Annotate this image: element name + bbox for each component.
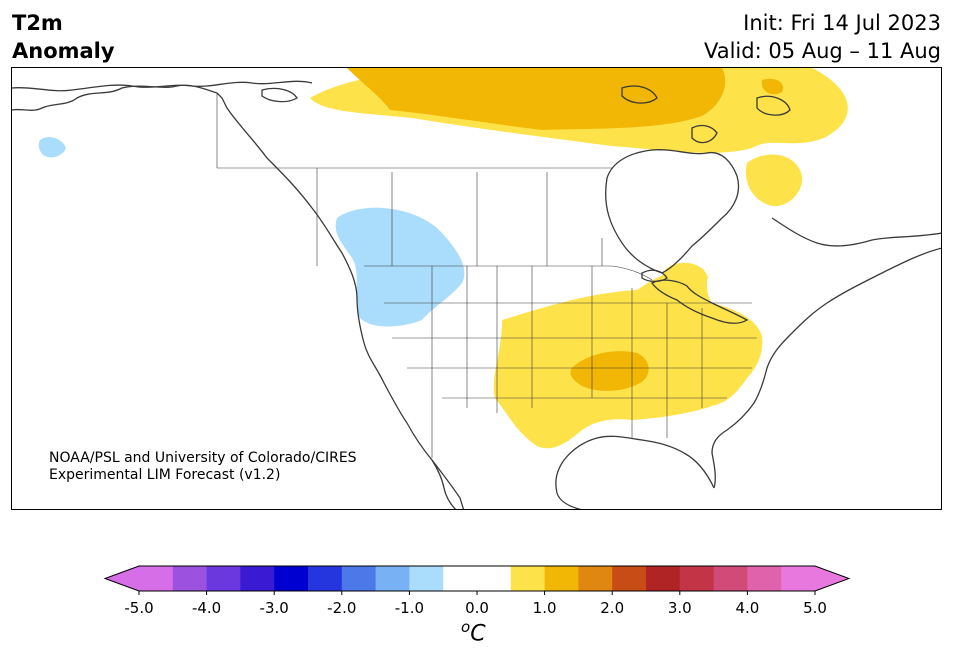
colorbar-extend-high bbox=[815, 566, 849, 591]
colorbar-extend-low bbox=[105, 566, 139, 591]
map-svg bbox=[12, 68, 941, 509]
colorbar-cell bbox=[477, 566, 512, 591]
anomaly-map bbox=[11, 67, 942, 510]
credit-line-2: Experimental LIM Forecast (v1.2) bbox=[49, 467, 281, 483]
baja-california bbox=[431, 459, 456, 509]
colorbar-tick-label: 4.0 bbox=[735, 599, 759, 617]
hudson-bay bbox=[605, 149, 740, 274]
gulf-coast bbox=[555, 435, 715, 509]
colorbar-cell bbox=[206, 566, 241, 591]
colorbar-cell bbox=[409, 566, 444, 591]
alaska-north bbox=[12, 80, 313, 92]
anomaly-arctic-small bbox=[761, 78, 784, 95]
credit-text: NOAA/PSL and University of Colorado/CIRE… bbox=[49, 450, 357, 484]
colorbar-cell bbox=[240, 566, 275, 591]
colorbar-cell bbox=[578, 566, 613, 591]
colorbar-tick-label: 5.0 bbox=[803, 599, 827, 617]
labrador-coast bbox=[771, 217, 941, 247]
arctic-island-2 bbox=[621, 85, 658, 104]
colorbar-cell bbox=[341, 566, 377, 591]
arctic-island-4 bbox=[261, 87, 298, 103]
coastlines-borders bbox=[12, 80, 941, 509]
colorbar-cell bbox=[172, 566, 208, 591]
title-line-1: T2m bbox=[12, 11, 63, 35]
colorbar-cell bbox=[510, 566, 546, 591]
colorbar-cell bbox=[544, 566, 579, 591]
pacific-coast bbox=[12, 84, 465, 509]
anomaly-quebec bbox=[745, 154, 803, 207]
title-line-2: Anomaly bbox=[12, 39, 115, 63]
colorbar-tick-label: -5.0 bbox=[124, 599, 153, 617]
colorbar-cell bbox=[781, 566, 816, 591]
init-date-label: Init: Fri 14 Jul 2023 bbox=[743, 11, 941, 35]
colorbar-cell bbox=[443, 566, 478, 591]
colorbar-cell bbox=[713, 566, 748, 591]
colorbar-tick-label: 3.0 bbox=[668, 599, 692, 617]
valid-period-label: Valid: 05 Aug – 11 Aug bbox=[703, 39, 941, 63]
arctic-island-1 bbox=[691, 124, 718, 144]
atlantic-coast bbox=[711, 247, 941, 489]
anomaly-arctic-archipelago bbox=[347, 68, 726, 130]
colorbar-cell bbox=[612, 566, 647, 591]
colorbar-cell bbox=[139, 566, 174, 591]
us-canada-border bbox=[364, 265, 653, 281]
anomaly-south-central-core bbox=[570, 351, 649, 391]
units-degree: o bbox=[461, 618, 471, 636]
anomaly-alaska bbox=[38, 137, 66, 158]
colorbar-ticks: -5.0 -4.0 -3.0 -2.0 -1.0 0.0 1.0 2.0 3.0 4.0 5.0 bbox=[124, 591, 827, 617]
date-info: Init: Fri 14 Jul 2023 Valid: 05 Aug – 11… bbox=[704, 9, 941, 65]
colorbar-tick-label: -1.0 bbox=[395, 599, 424, 617]
colorbar-cell bbox=[747, 566, 782, 591]
colorbar-tick-label: -4.0 bbox=[192, 599, 221, 617]
colorbar-tick-label: -3.0 bbox=[260, 599, 289, 617]
colorbar-units: oC bbox=[461, 618, 486, 646]
colorbar-cell bbox=[375, 566, 410, 591]
colorbar-cells bbox=[103, 565, 851, 592]
credit-line-1: NOAA/PSL and University of Colorado/CIRE… bbox=[49, 450, 357, 466]
colorbar-tick-label: 1.0 bbox=[533, 599, 557, 617]
colorbar-cell bbox=[308, 566, 343, 591]
colorbar-tick-label: 2.0 bbox=[600, 599, 624, 617]
anomaly-shading bbox=[38, 68, 848, 449]
colorbar-cell bbox=[646, 566, 681, 591]
units-letter: C bbox=[470, 621, 486, 647]
great-lakes-west bbox=[641, 269, 668, 283]
colorbar-tick-label: -2.0 bbox=[327, 599, 356, 617]
colorbar-cell bbox=[679, 566, 715, 591]
colorbar-cell bbox=[274, 566, 309, 591]
map-title: T2m Anomaly bbox=[12, 9, 115, 65]
arctic-island-3 bbox=[756, 95, 791, 116]
political-boundaries bbox=[216, 93, 757, 458]
colorbar-tick-label: 0.0 bbox=[465, 599, 489, 617]
anomaly-great-lakes bbox=[664, 262, 708, 290]
great-lakes bbox=[651, 279, 749, 324]
